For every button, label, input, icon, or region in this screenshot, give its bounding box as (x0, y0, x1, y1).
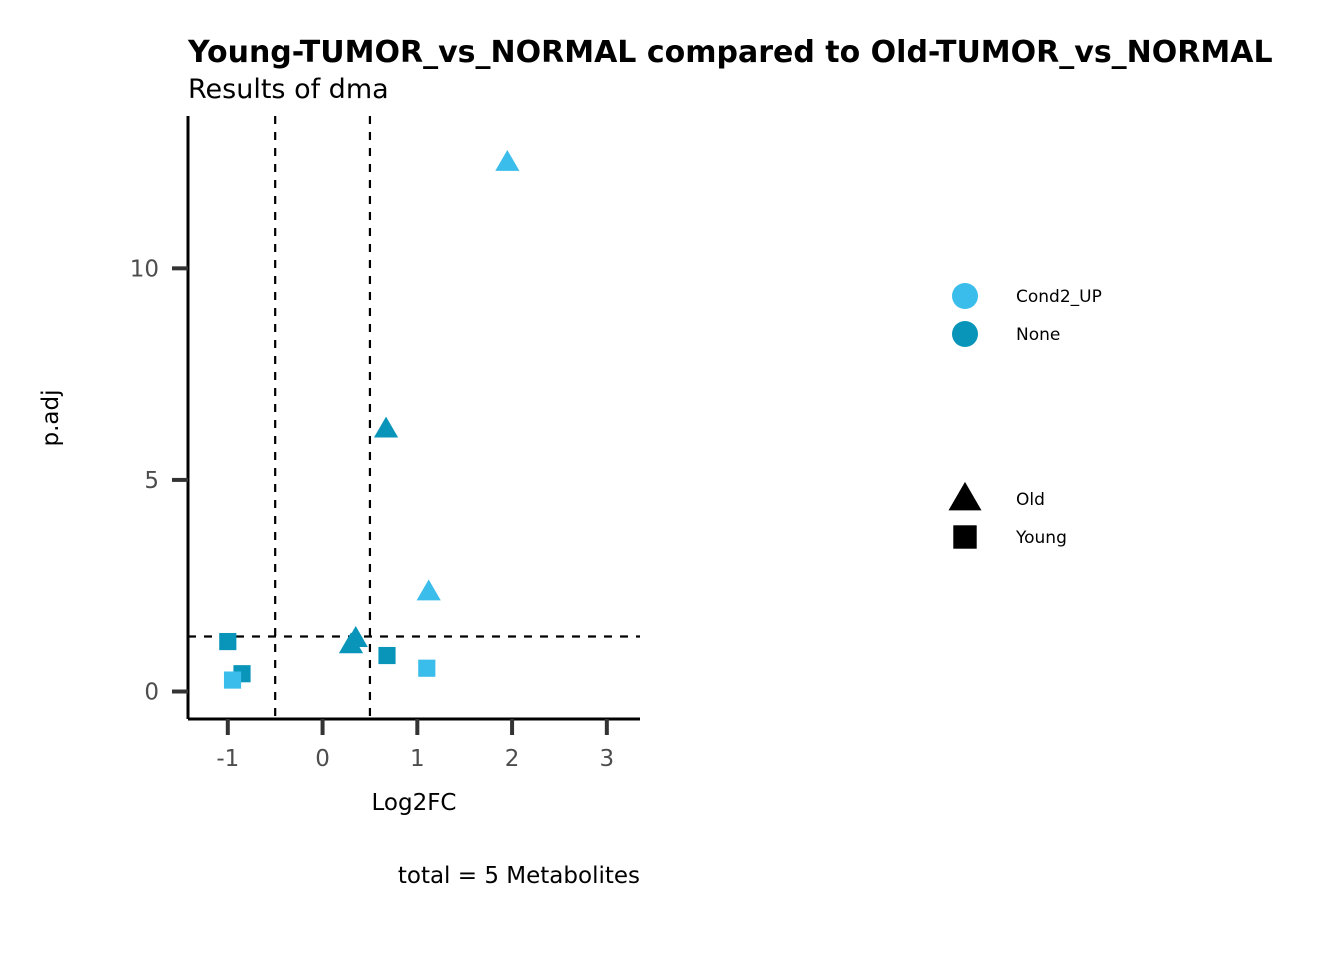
data-point (495, 150, 520, 171)
threshold-lines (188, 116, 640, 719)
data-point (373, 416, 399, 438)
y-tick-label: 5 (144, 468, 159, 494)
legend-shape-label: Old (1016, 490, 1045, 510)
chart-subtitle: Results of dma (188, 74, 389, 105)
y-tick-label: 10 (130, 256, 159, 282)
x-tick-label: 3 (600, 746, 615, 772)
x-tick-label: 2 (505, 746, 520, 772)
data-points (219, 150, 520, 689)
legend-color-key (952, 283, 978, 309)
legend-color-label: Cond2_UP (1016, 287, 1102, 307)
x-tick-label: 1 (410, 746, 425, 772)
data-point (418, 659, 436, 677)
data-point (416, 579, 441, 601)
legend-color-label: None (1016, 325, 1060, 345)
legend-shape-key (948, 481, 982, 511)
data-point (219, 632, 237, 651)
data-point (338, 632, 364, 654)
y-axis-title: p.adj (38, 390, 64, 447)
x-axis-title: Log2FC (371, 790, 456, 816)
legend-shape-key (953, 525, 977, 549)
legend: Cond2_UP None Old Young (948, 283, 1102, 549)
legend-color-key (952, 321, 978, 347)
data-point (223, 671, 242, 689)
legend-shape-label: Young (1015, 528, 1067, 548)
data-point (378, 646, 396, 665)
axes: -1 0 1 2 3 0 5 10 (130, 116, 640, 772)
x-tick-label: -1 (216, 746, 239, 772)
chart-title: Young-TUMOR_vs_NORMAL compared to Old-TU… (187, 35, 1273, 70)
chart-caption: total = 5 Metabolites (398, 863, 640, 889)
y-tick-label: 0 (144, 679, 159, 705)
x-tick-label: 0 (315, 746, 330, 772)
